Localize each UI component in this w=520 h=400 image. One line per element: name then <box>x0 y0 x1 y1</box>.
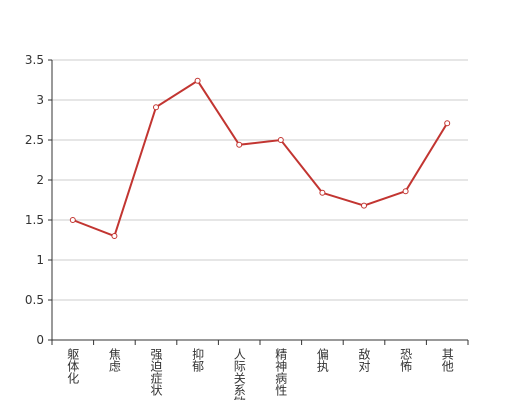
data-point <box>402 188 409 195</box>
data-point <box>277 137 284 143</box>
y-tick-label: 1 <box>36 253 44 267</box>
data-point <box>444 120 451 127</box>
series-line <box>72 79 449 238</box>
y-tick-label: 2.5 <box>25 133 44 147</box>
data-point <box>153 104 159 111</box>
data-point <box>194 77 201 84</box>
x-tick-label: 其他 <box>440 348 454 372</box>
y-tick-label: 0 <box>36 333 44 347</box>
data-point <box>319 189 326 196</box>
x-tick-label: 敌对 <box>357 347 371 372</box>
x-tick-label: 恐怖 <box>399 348 413 372</box>
x-tick-label: 抑郁 <box>191 347 205 373</box>
y-tick-label: 2 <box>36 173 44 187</box>
y-tick-label: 3.5 <box>25 53 44 67</box>
data-point <box>69 217 76 223</box>
data-point <box>111 233 118 239</box>
x-tick-label: 精神病性 <box>274 348 288 397</box>
y-tick-label: 1.5 <box>25 213 44 227</box>
x-tick-label: 人际关系敏感 <box>232 348 246 400</box>
y-tick-label: 0.5 <box>25 293 44 307</box>
x-tick-label: 偏执 <box>315 347 329 373</box>
x-tick-label: 焦虑 <box>107 348 121 372</box>
x-tick-label: 强迫症状 <box>149 348 163 396</box>
data-point <box>236 141 243 148</box>
data-point <box>361 202 367 209</box>
x-tick-label: 躯体化 <box>66 347 80 385</box>
y-tick-label: 3 <box>36 93 44 107</box>
